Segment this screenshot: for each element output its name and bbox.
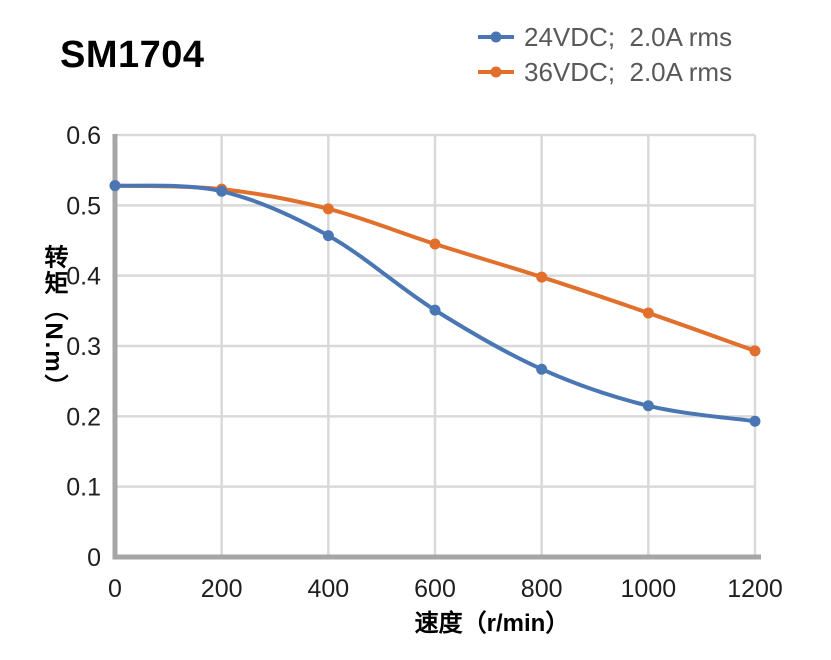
data-point-marker [429,238,441,250]
legend-label-36vdc: 36VDC; 2.0A rms [524,57,733,87]
x-tick-label: 1000 [621,575,677,603]
legend-line-marker-icon [478,66,514,78]
legend-label-24vdc: 24VDC; 2.0A rms [524,22,733,52]
data-point-marker [749,415,761,427]
y-tick-label: 0.4 [66,263,101,291]
chart-title: SM1704 [60,34,205,76]
data-point-marker [749,345,761,357]
x-axis-label: 速度（r/min） [414,610,570,637]
x-tick-label: 0 [108,575,122,603]
y-tick-label: 0.1 [66,474,101,502]
data-point-marker [429,304,441,316]
data-point-marker [322,203,334,215]
y-tick-label: 0.6 [66,122,101,150]
x-tick-label: 600 [414,575,456,603]
y-tick-label: 0.2 [66,403,101,431]
legend-line-marker-icon [478,31,514,43]
legend-item-36vdc: 36VDC; 2.0A rms [477,57,732,87]
data-point-marker [216,185,228,197]
x-tick-label: 200 [201,575,243,603]
data-point-marker [109,180,121,192]
legend-item-24vdc: 24VDC; 2.0A rms [477,22,732,52]
data-point-marker [642,400,654,412]
y-tick-label: 0.3 [66,333,101,361]
y-axis-label: 转矩（N.m） [40,244,67,400]
data-point-marker [536,271,548,283]
data-point-marker [536,363,548,375]
y-tick-label: 0 [87,544,101,572]
data-point-marker [642,307,654,319]
y-tick-label: 0.5 [66,192,101,220]
x-tick-label: 400 [307,575,349,603]
x-tick-label: 1200 [727,575,783,603]
x-tick-label: 800 [521,575,563,603]
legend: 24VDC; 2.0A rms 36VDC; 2.0A rms [477,22,732,92]
data-point-marker [322,230,334,242]
